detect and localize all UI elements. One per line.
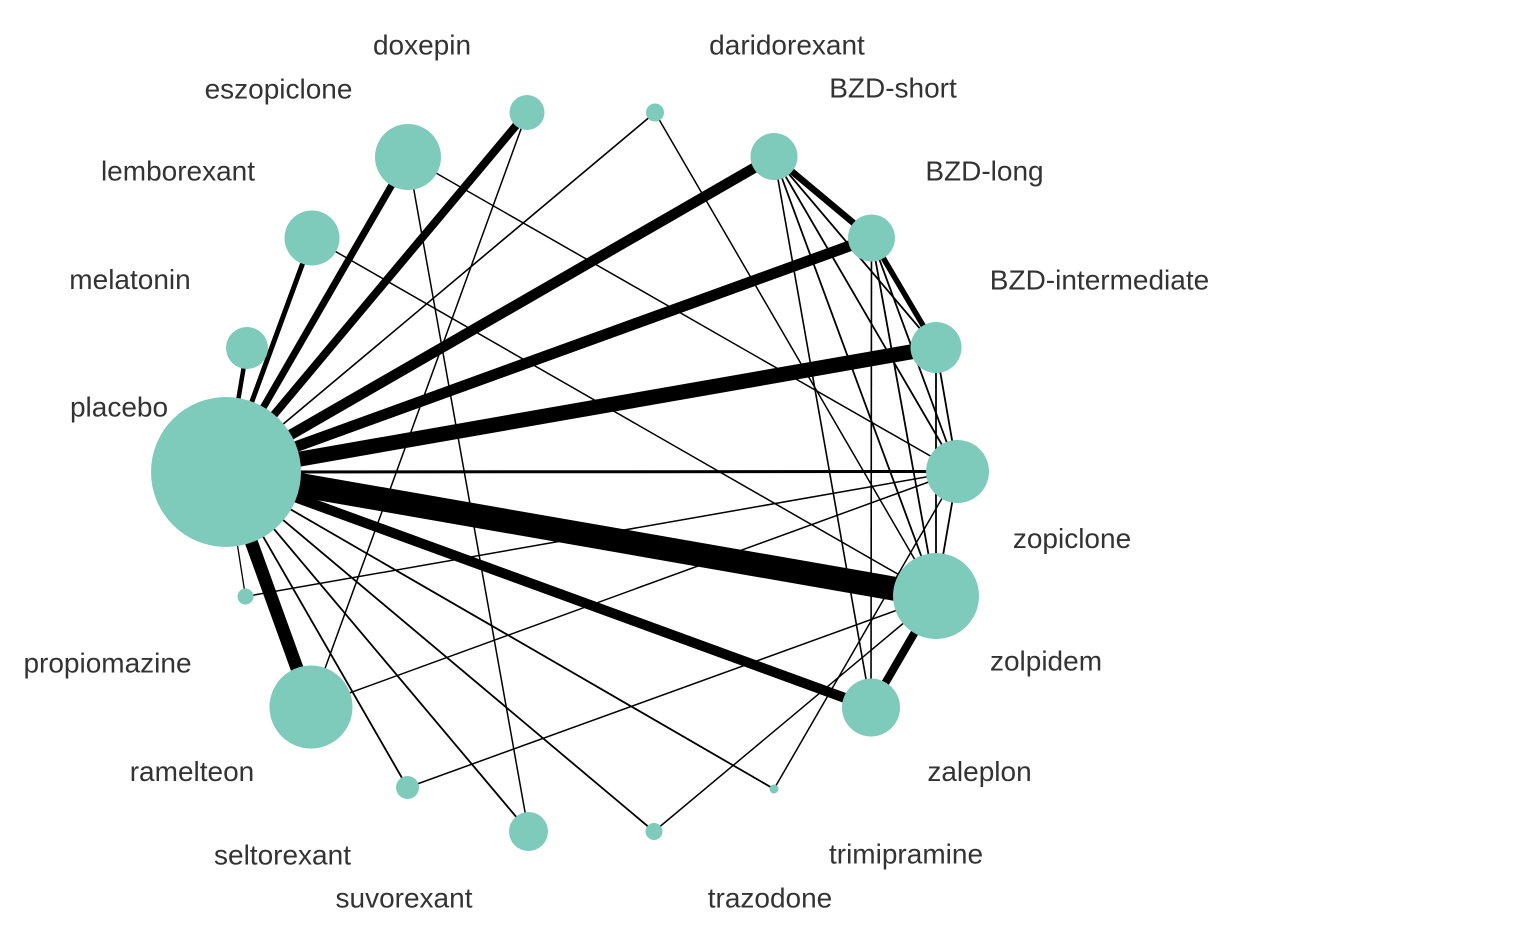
svg-text:zolpidem: zolpidem	[990, 646, 1102, 677]
svg-text:daridorexant: daridorexant	[709, 30, 865, 61]
svg-text:ramelteon: ramelteon	[130, 756, 255, 787]
svg-text:propiomazine: propiomazine	[23, 648, 191, 679]
svg-text:BZD-long: BZD-long	[925, 156, 1043, 187]
svg-text:BZD-intermediate: BZD-intermediate	[990, 265, 1209, 296]
svg-text:trazodone: trazodone	[708, 883, 833, 914]
svg-text:seltorexant: seltorexant	[214, 840, 351, 871]
svg-text:BZD-short: BZD-short	[829, 73, 957, 104]
svg-text:placebo: placebo	[70, 392, 168, 423]
svg-text:zaleplon: zaleplon	[927, 756, 1031, 787]
svg-text:zopiclone: zopiclone	[1013, 523, 1131, 554]
svg-text:doxepin: doxepin	[373, 30, 471, 61]
svg-text:melatonin: melatonin	[69, 264, 190, 295]
svg-text:eszopiclone: eszopiclone	[205, 74, 353, 105]
svg-text:trimipramine: trimipramine	[829, 839, 983, 870]
svg-text:suvorexant: suvorexant	[336, 883, 473, 914]
svg-text:lemborexant: lemborexant	[101, 156, 255, 187]
